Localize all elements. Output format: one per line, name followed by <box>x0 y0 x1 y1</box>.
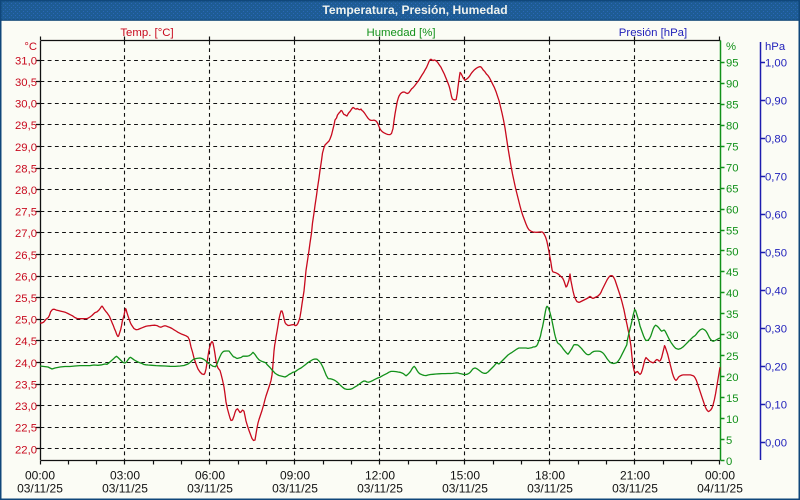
svg-text:20: 20 <box>726 372 739 384</box>
svg-text:60: 60 <box>726 204 739 216</box>
svg-text:1,00: 1,00 <box>765 57 787 69</box>
svg-text:Temp. [°C]: Temp. [°C] <box>120 27 173 39</box>
svg-text:30: 30 <box>726 330 739 342</box>
svg-text:5: 5 <box>726 435 732 447</box>
svg-text:29,0: 29,0 <box>15 142 37 154</box>
svg-text:40: 40 <box>726 288 739 300</box>
svg-text:03/11/25: 03/11/25 <box>527 482 573 496</box>
svg-text:80: 80 <box>726 121 739 133</box>
svg-text:0,20: 0,20 <box>765 362 787 374</box>
svg-text:12:00: 12:00 <box>365 469 395 483</box>
svg-text:03:00: 03:00 <box>110 469 140 483</box>
svg-text:0,30: 0,30 <box>765 324 787 336</box>
svg-text:Humedad [%]: Humedad [%] <box>366 27 435 39</box>
svg-text:04/11/25: 04/11/25 <box>697 482 743 496</box>
svg-text:24,0: 24,0 <box>15 358 37 370</box>
svg-text:06:00: 06:00 <box>195 469 225 483</box>
svg-text:55: 55 <box>726 225 739 237</box>
svg-text:28,5: 28,5 <box>15 163 37 175</box>
svg-text:95: 95 <box>726 58 739 70</box>
svg-text:0,60: 0,60 <box>765 210 787 222</box>
svg-text:27,0: 27,0 <box>15 228 37 240</box>
svg-text:0,00: 0,00 <box>765 438 787 450</box>
svg-text:45: 45 <box>726 267 739 279</box>
svg-text:Presión [hPa]: Presión [hPa] <box>619 27 687 39</box>
svg-text:23,5: 23,5 <box>15 380 37 392</box>
svg-text:03/11/25: 03/11/25 <box>17 482 63 496</box>
svg-text:30,0: 30,0 <box>15 99 37 111</box>
svg-text:09:00: 09:00 <box>280 469 310 483</box>
svg-text:23,0: 23,0 <box>15 401 37 413</box>
svg-text:hPa: hPa <box>765 41 786 53</box>
svg-text:18:00: 18:00 <box>535 469 565 483</box>
svg-text:24,5: 24,5 <box>15 336 37 348</box>
svg-text:22,0: 22,0 <box>15 444 37 456</box>
svg-text:0: 0 <box>726 456 732 468</box>
svg-text:26,5: 26,5 <box>15 250 37 262</box>
svg-text:0,70: 0,70 <box>765 171 787 183</box>
svg-text:00:00: 00:00 <box>25 469 55 483</box>
svg-text:75: 75 <box>726 142 739 154</box>
svg-text:03/11/25: 03/11/25 <box>272 482 318 496</box>
svg-text:03/11/25: 03/11/25 <box>357 482 403 496</box>
svg-text:03/11/25: 03/11/25 <box>102 482 148 496</box>
svg-text:0,80: 0,80 <box>765 133 787 145</box>
svg-text:70: 70 <box>726 163 739 175</box>
svg-text:0,40: 0,40 <box>765 286 787 298</box>
svg-text:25: 25 <box>726 351 739 363</box>
svg-text:0,90: 0,90 <box>765 95 787 107</box>
svg-text:28,0: 28,0 <box>15 185 37 197</box>
svg-text:35: 35 <box>726 309 739 321</box>
svg-text:27,5: 27,5 <box>15 207 37 219</box>
svg-text:0,10: 0,10 <box>765 400 787 412</box>
svg-text:10: 10 <box>726 414 739 426</box>
svg-text:85: 85 <box>726 100 739 112</box>
svg-text:Temperatura, Presión, Humedad: Temperatura, Presión, Humedad <box>322 3 507 17</box>
svg-text:03/11/25: 03/11/25 <box>187 482 233 496</box>
svg-text:00:00: 00:00 <box>705 469 735 483</box>
svg-text:°C: °C <box>24 41 37 53</box>
svg-text:30,5: 30,5 <box>15 77 37 89</box>
svg-text:21:00: 21:00 <box>620 469 650 483</box>
svg-text:29,5: 29,5 <box>15 120 37 132</box>
svg-text:0,50: 0,50 <box>765 248 787 260</box>
svg-text:25,5: 25,5 <box>15 293 37 305</box>
svg-text:90: 90 <box>726 79 739 91</box>
svg-text:22,5: 22,5 <box>15 423 37 435</box>
svg-text:15: 15 <box>726 393 739 405</box>
svg-text:50: 50 <box>726 246 739 258</box>
svg-text:%: % <box>726 41 736 53</box>
svg-text:15:00: 15:00 <box>450 469 480 483</box>
svg-text:65: 65 <box>726 183 739 195</box>
svg-text:03/11/25: 03/11/25 <box>612 482 658 496</box>
svg-text:03/11/25: 03/11/25 <box>442 482 488 496</box>
svg-text:31,0: 31,0 <box>15 55 37 67</box>
svg-text:26,0: 26,0 <box>15 271 37 283</box>
svg-text:25,0: 25,0 <box>15 315 37 327</box>
